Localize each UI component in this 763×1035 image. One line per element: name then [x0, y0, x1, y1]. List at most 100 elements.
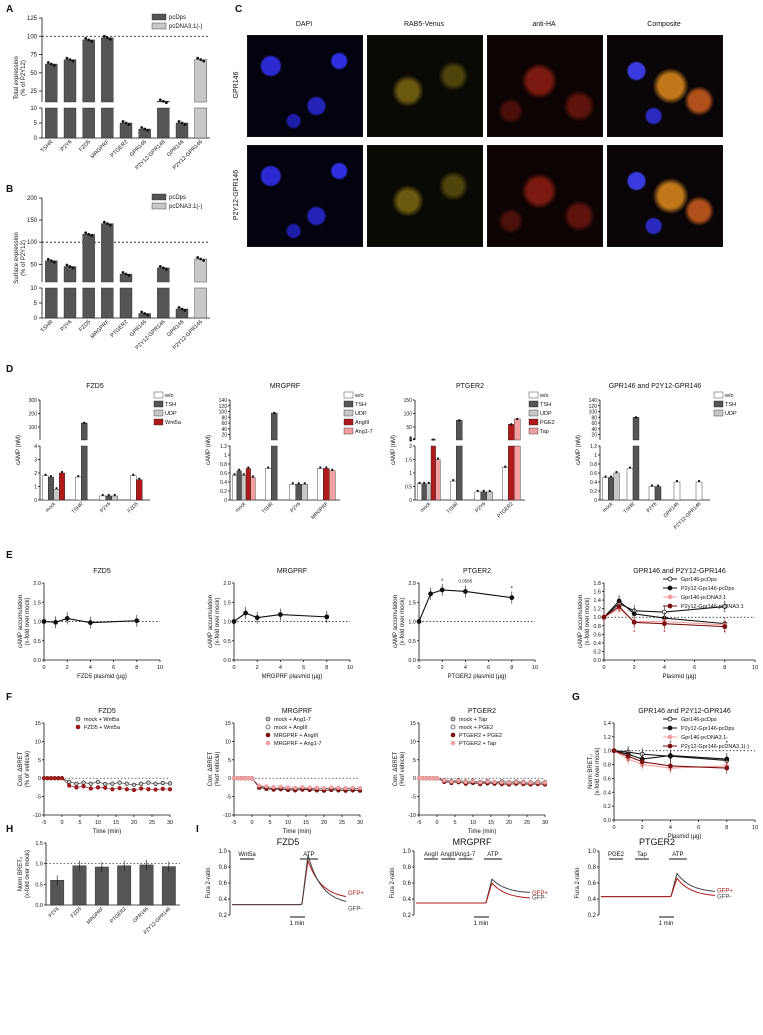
data-point — [457, 779, 461, 783]
legend-marker — [451, 717, 455, 721]
legend-label: UDP — [725, 411, 737, 417]
data-point — [66, 264, 69, 267]
bar — [100, 496, 106, 500]
data-point — [421, 776, 425, 780]
data-point — [629, 466, 631, 468]
data-point — [278, 613, 282, 617]
data-point — [147, 787, 151, 791]
tick-label: 0.6 — [403, 881, 412, 887]
tick-label: 5 — [78, 820, 81, 826]
tick-label: 0.0 — [603, 818, 611, 824]
stimulus-label: ATP — [672, 852, 683, 858]
bar — [83, 234, 95, 282]
data-point — [147, 781, 151, 785]
tick-label: 10 — [35, 739, 41, 745]
tick-label: 6 — [302, 665, 305, 671]
data-point — [65, 616, 69, 620]
bar — [481, 492, 487, 500]
data-point — [489, 490, 491, 492]
axis-label: (x-fold over mock) — [585, 597, 591, 645]
category-label: P2Y6 — [60, 319, 74, 333]
data-point — [423, 482, 425, 484]
bar — [633, 417, 639, 440]
panel-letter: G — [572, 692, 580, 703]
tick-label: 0.6 — [220, 471, 227, 477]
tick-label: 0.0 — [33, 658, 41, 664]
tick-label: 0 — [224, 498, 227, 504]
tick-label: 8 — [325, 665, 328, 671]
legend-swatch — [529, 428, 538, 434]
annotation: 0.0585 — [459, 578, 473, 583]
panel-letter: B — [6, 184, 13, 195]
bar — [101, 38, 113, 102]
bar — [487, 492, 493, 500]
tick-label: 0.4 — [590, 480, 597, 486]
legend-label: TSH — [540, 402, 551, 408]
data-point — [57, 776, 61, 780]
bar — [101, 288, 113, 318]
data-point — [128, 274, 131, 277]
tick-label: 1.2 — [603, 735, 611, 741]
annotation: * — [663, 630, 666, 636]
tick-label: 0 — [34, 316, 38, 322]
tick-label: 100 — [589, 410, 598, 416]
legend-label: w/o — [354, 393, 364, 399]
tick-label: 0.2 — [588, 913, 597, 919]
data-point — [236, 776, 240, 780]
tick-label: 1.5 — [33, 600, 41, 606]
chart-title: PTGER2 — [639, 837, 675, 847]
annotation: * — [441, 579, 444, 585]
data-point — [53, 64, 56, 67]
legend-label: PTGER2 + Tap — [459, 741, 496, 747]
legend-marker — [668, 726, 672, 730]
tick-label: 5 — [268, 820, 271, 826]
trace-label: GFP+ — [717, 889, 733, 895]
tick-label: 1.0 — [588, 849, 597, 855]
data-point — [358, 786, 362, 790]
data-point — [232, 620, 236, 624]
data-point — [162, 100, 165, 103]
tick-label: 1.2 — [593, 607, 601, 613]
legend-swatch — [154, 392, 163, 398]
data-point — [635, 416, 637, 418]
bar — [64, 108, 76, 138]
tick-label: 0 — [38, 776, 41, 782]
legend-label: UDP — [540, 411, 552, 417]
legend-label: Ang1-7 — [355, 429, 373, 435]
data-point — [135, 619, 139, 623]
tick-label: 0.8 — [220, 462, 227, 468]
data-point — [132, 783, 136, 787]
panel-letter: C — [235, 4, 242, 15]
tick-label: 2 — [66, 665, 69, 671]
stimulus-label: Ang1-7 — [456, 852, 476, 858]
tick-label: 0.4 — [603, 790, 611, 796]
tick-label: 2.0 — [33, 581, 41, 587]
axis-label: cAMP accumulation — [393, 595, 399, 648]
data-point — [243, 776, 247, 780]
trace-line — [601, 878, 715, 896]
data-point — [626, 754, 630, 758]
category-label: MRGPRF — [86, 906, 106, 926]
legend-label: MRGPRF + AngIII — [274, 733, 319, 739]
bar — [106, 496, 112, 500]
category-label: TSHR — [40, 139, 55, 154]
legend-marker — [451, 725, 455, 729]
tick-label: 0 — [612, 825, 615, 831]
bar — [417, 484, 422, 500]
bar — [232, 475, 237, 500]
data-point — [103, 221, 106, 224]
tick-label: 15 — [488, 820, 494, 826]
tick-label: 0.4 — [588, 897, 597, 903]
bar — [265, 469, 271, 501]
tick-label: 0.2 — [593, 649, 601, 655]
tick-label: 0.0 — [223, 658, 231, 664]
stimulus-label: AngII — [424, 852, 438, 858]
category-label: PTGER2 — [110, 319, 130, 339]
data-point — [337, 786, 341, 790]
bar — [422, 484, 427, 500]
legend-label: Gpr146-pcDps — [681, 717, 717, 723]
axis-label: Surface expression — [14, 232, 20, 283]
category-label: MRGPRF — [310, 501, 330, 521]
data-point — [109, 224, 112, 227]
